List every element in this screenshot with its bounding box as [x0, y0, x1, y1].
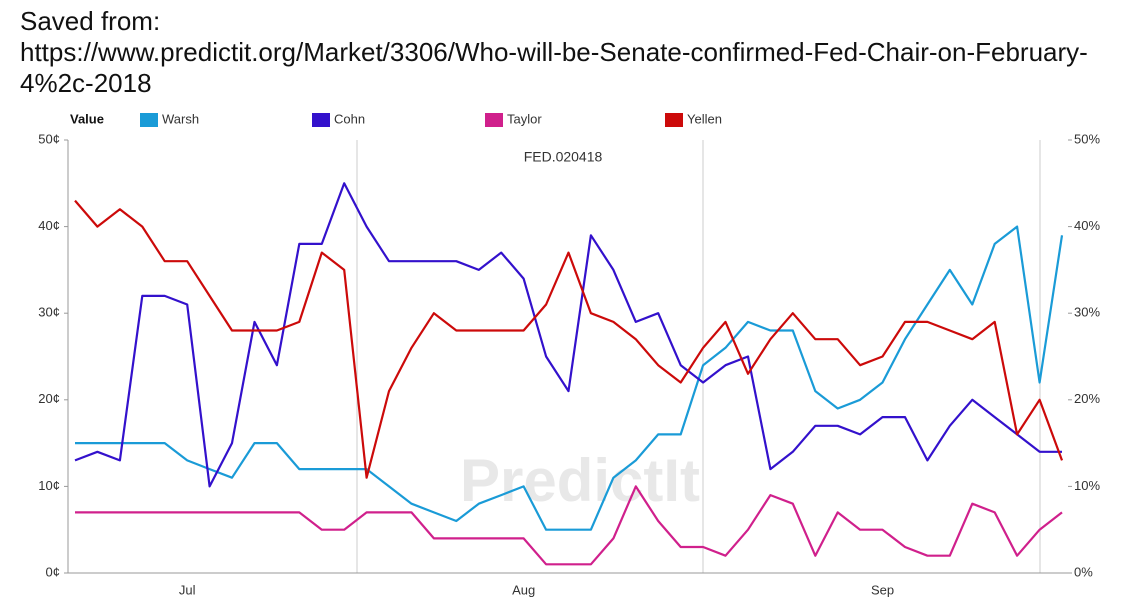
y-tick-label: 20¢	[38, 391, 60, 406]
legend-title: Value	[70, 111, 104, 126]
y-tick-label: 0¢	[46, 564, 60, 579]
y-tick-label: 50¢	[38, 131, 60, 146]
y2-tick-label: 30%	[1074, 305, 1100, 320]
x-tick-label: Jul	[179, 582, 196, 597]
y2-tick-label: 20%	[1074, 391, 1100, 406]
legend-label: Yellen	[687, 111, 722, 126]
legend-label: Warsh	[162, 111, 199, 126]
legend-swatch	[312, 113, 330, 127]
y-tick-label: 10¢	[38, 478, 60, 493]
y2-tick-label: 40%	[1074, 218, 1100, 233]
header: Saved from: https://www.predictit.org/Ma…	[20, 6, 1120, 99]
chart-title: FED.020418	[524, 149, 603, 165]
watermark: PredictIt	[460, 447, 700, 514]
legend-swatch	[665, 113, 683, 127]
series-line	[75, 225, 1064, 531]
x-tick-label: Aug	[512, 582, 535, 597]
y-tick-label: 30¢	[38, 305, 60, 320]
y2-tick-label: 10%	[1074, 478, 1100, 493]
header-url: https://www.predictit.org/Market/3306/Wh…	[20, 37, 1088, 98]
x-tick-label: Sep	[871, 582, 894, 597]
legend-label: Taylor	[507, 111, 542, 126]
series-line	[75, 485, 1063, 566]
header-line: Saved from:	[20, 6, 161, 36]
y2-tick-label: 50%	[1074, 131, 1100, 146]
series-line	[74, 199, 1064, 479]
legend-label: Cohn	[334, 111, 365, 126]
legend-swatch	[485, 113, 503, 127]
series-line	[74, 182, 1062, 488]
y-tick-label: 40¢	[38, 218, 60, 233]
legend-swatch	[140, 113, 158, 127]
y2-tick-label: 0%	[1074, 564, 1093, 579]
